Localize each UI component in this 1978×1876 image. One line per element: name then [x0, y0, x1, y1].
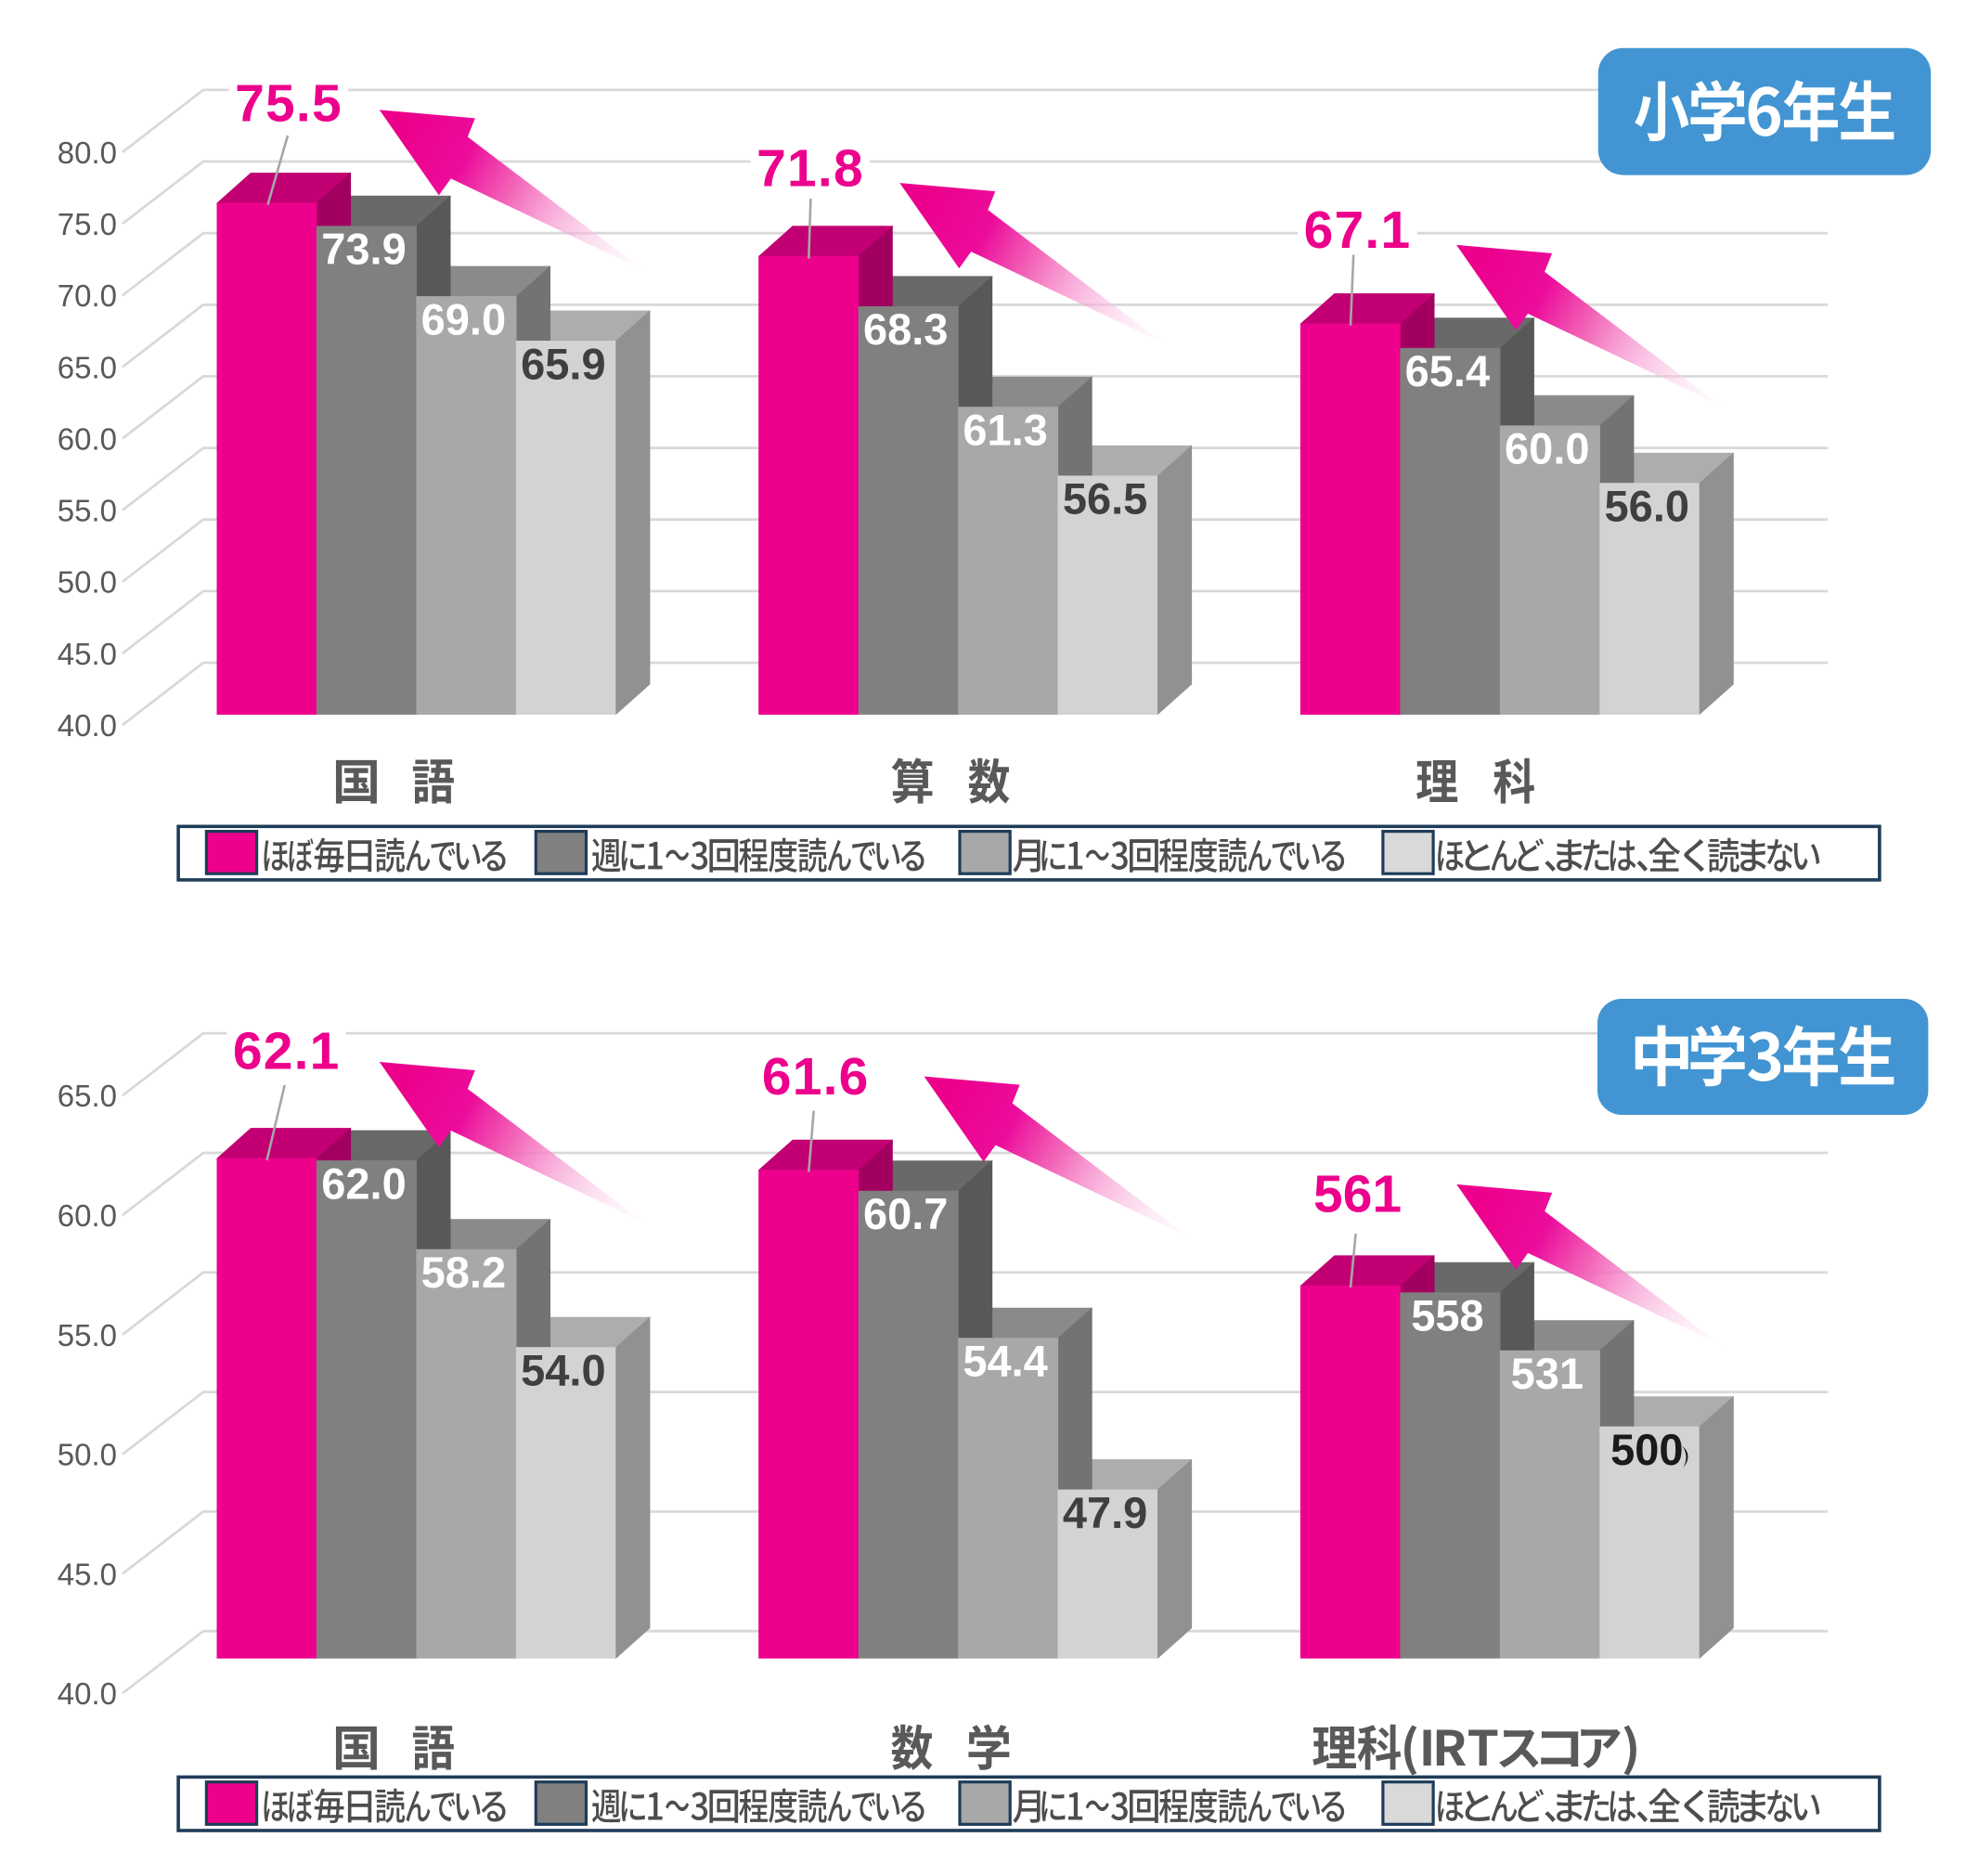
svg-text:61.6: 61.6	[762, 1047, 870, 1106]
svg-text:531: 531	[1511, 1349, 1584, 1398]
svg-text:62.1: 62.1	[233, 1022, 341, 1081]
svg-text:561: 561	[1313, 1165, 1402, 1224]
svg-text:69.0: 69.0	[421, 294, 506, 343]
svg-text:56.5: 56.5	[1063, 474, 1147, 524]
svg-text:55.0: 55.0	[58, 1318, 117, 1352]
svg-text:60.0: 60.0	[58, 1198, 117, 1233]
svg-text:60.0: 60.0	[1505, 424, 1589, 473]
svg-text:65.4: 65.4	[1405, 346, 1490, 395]
svg-text:58.2: 58.2	[421, 1248, 506, 1297]
svg-text:45.0: 45.0	[58, 637, 117, 671]
svg-text:50.0: 50.0	[58, 565, 117, 600]
svg-text:60.0: 60.0	[58, 421, 117, 456]
svg-text:54.4: 54.4	[963, 1337, 1047, 1386]
svg-text:47.9: 47.9	[1063, 1488, 1147, 1537]
svg-text:50.0: 50.0	[58, 1438, 117, 1472]
svg-text:61.3: 61.3	[963, 406, 1047, 455]
svg-text:75.5: 75.5	[235, 74, 343, 134]
svg-text:60.7: 60.7	[863, 1189, 948, 1238]
svg-text:71.8: 71.8	[756, 139, 864, 199]
svg-text:70.0: 70.0	[58, 278, 117, 313]
svg-text:62.0: 62.0	[321, 1158, 406, 1208]
svg-text:80.0: 80.0	[58, 136, 117, 170]
svg-text:54.0: 54.0	[521, 1346, 605, 1395]
svg-text:56.0: 56.0	[1605, 482, 1689, 531]
svg-text:40.0: 40.0	[58, 708, 117, 743]
svg-text:65.9: 65.9	[521, 339, 605, 388]
svg-text:55.0: 55.0	[58, 494, 117, 528]
svg-text:73.9: 73.9	[321, 225, 406, 274]
svg-text:45.0: 45.0	[58, 1557, 117, 1591]
svg-text:75.0: 75.0	[58, 207, 117, 241]
svg-text:67.1: 67.1	[1304, 201, 1412, 260]
svg-text:500: 500	[1610, 1425, 1683, 1474]
svg-text:558: 558	[1411, 1291, 1483, 1340]
svg-text:40.0: 40.0	[58, 1676, 117, 1711]
svg-text:68.3: 68.3	[863, 304, 948, 354]
svg-text:65.0: 65.0	[58, 1079, 117, 1113]
svg-text:65.0: 65.0	[58, 350, 117, 384]
